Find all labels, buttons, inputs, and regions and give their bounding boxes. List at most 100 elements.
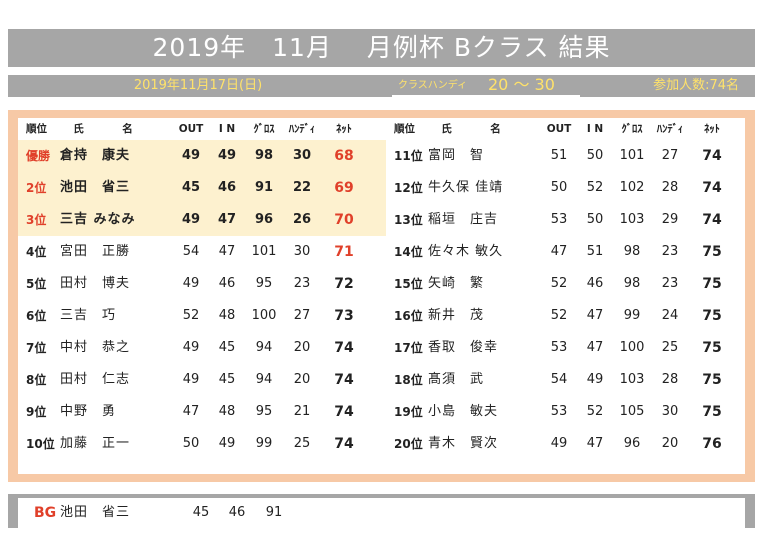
header-rank: 順位 xyxy=(26,123,47,135)
table-row: 14位 佐々木 敏久 47 51 98 23 75 xyxy=(386,236,746,268)
player-name: 青木 賢次 xyxy=(428,436,499,451)
in-score: 52 xyxy=(586,404,604,419)
out-score: 52 xyxy=(182,308,200,323)
net-score: 74 xyxy=(702,180,722,196)
player-name: 新井 茂 xyxy=(428,308,485,323)
gross-score: 99 xyxy=(255,436,273,451)
rank: 20位 xyxy=(394,437,423,451)
handicap: 26 xyxy=(292,212,312,227)
rank: 17位 xyxy=(394,341,423,355)
net-score: 73 xyxy=(334,308,354,324)
header-name: 氏 名 xyxy=(441,123,515,135)
handicap: 20 xyxy=(661,436,679,451)
handicap: 28 xyxy=(661,180,679,195)
player-name: 中村 恭之 xyxy=(60,340,131,355)
table-row: 5位 田村 博夫 49 46 95 23 72 xyxy=(18,268,378,300)
net-score: 72 xyxy=(334,276,354,292)
player-name: 田村 博夫 xyxy=(60,276,131,291)
gross-score: 103 xyxy=(619,212,645,227)
rank: 15位 xyxy=(394,277,423,291)
net-score: 75 xyxy=(702,276,722,292)
out-score: 47 xyxy=(550,244,568,259)
handicap: 25 xyxy=(661,340,679,355)
table-row: 19位 小島 敏夫 53 52 105 30 75 xyxy=(386,396,746,428)
header-out: OUT xyxy=(546,123,572,135)
header-gross: ｸﾞﾛｽ xyxy=(253,123,275,135)
in-score: 49 xyxy=(218,436,236,451)
net-score: 74 xyxy=(334,404,354,420)
net-score: 71 xyxy=(334,244,354,260)
header-handicap: ﾊﾝﾃﾞｨ xyxy=(656,123,684,135)
in-score: 49 xyxy=(217,148,237,163)
out-score: 50 xyxy=(182,436,200,451)
net-score: 74 xyxy=(702,212,722,228)
player-name: 倉持 康夫 xyxy=(60,148,131,163)
handicap: 22 xyxy=(292,180,312,195)
table-row: 3位 三吉 みなみ 49 47 96 26 70 xyxy=(18,204,378,236)
out-score: 49 xyxy=(182,340,200,355)
rank: 3位 xyxy=(26,213,47,227)
net-score: 75 xyxy=(702,244,722,260)
best-gross-label: BG xyxy=(34,505,57,521)
handicap: 23 xyxy=(661,244,679,259)
out-score: 49 xyxy=(181,148,201,163)
handicap: 23 xyxy=(293,276,311,291)
handicap: 25 xyxy=(293,436,311,451)
header-in: I N xyxy=(218,123,236,135)
rank: 5位 xyxy=(26,277,47,291)
gross-score: 101 xyxy=(251,244,277,259)
net-score: 75 xyxy=(702,340,722,356)
best-gross-bar: BG 池田 省三 45 46 91 xyxy=(8,494,755,528)
table-row: 8位 田村 仁志 49 45 94 20 74 xyxy=(18,364,378,396)
rank: 18位 xyxy=(394,373,423,387)
handicap: 28 xyxy=(661,372,679,387)
in-score: 47 xyxy=(586,340,604,355)
header-name: 氏 名 xyxy=(73,123,147,135)
header-net: ﾈｯﾄ xyxy=(336,123,352,135)
results-table: 順位 氏 名 OUT I N ｸﾞﾛｽ ﾊﾝﾃﾞｨ ﾈｯﾄ 優勝 倉持 康夫 49 4… xyxy=(18,118,745,474)
rank: 6位 xyxy=(26,309,47,323)
handicap: 30 xyxy=(292,148,312,163)
out-score: 53 xyxy=(550,404,568,419)
player-name: 加藤 正一 xyxy=(60,436,131,451)
player-name: 香取 俊幸 xyxy=(428,340,499,355)
table-row: 13位 稲垣 庄吉 53 50 103 29 74 xyxy=(386,204,746,236)
event-date: 2019年11月17日(日) xyxy=(133,78,263,93)
class-handicap: クラスハンディ 20 ～ 30 xyxy=(392,75,580,97)
handicap: 23 xyxy=(661,276,679,291)
gross-score: 98 xyxy=(623,244,641,259)
table-row: 9位 中野 勇 47 48 95 21 74 xyxy=(18,396,378,428)
handicap: 30 xyxy=(661,404,679,419)
rank: 8位 xyxy=(26,373,47,387)
rank: 12位 xyxy=(394,181,423,195)
player-name: 三吉 みなみ xyxy=(60,212,136,227)
class-handicap-label: クラスハンディ xyxy=(398,80,468,91)
info-bar: 2019年11月17日(日) クラスハンディ 20 ～ 30 参加人数:74名 xyxy=(8,75,755,97)
handicap: 21 xyxy=(293,404,311,419)
rank: 19位 xyxy=(394,405,423,419)
gross-score: 96 xyxy=(254,212,274,227)
in-score: 52 xyxy=(586,180,604,195)
in-score: 49 xyxy=(586,372,604,387)
table-header: 順位 氏 名 OUT I N ｸﾞﾛｽ ﾊﾝﾃﾞｨ ﾈｯﾄ xyxy=(18,118,378,140)
player-name: 稲垣 庄吉 xyxy=(428,212,499,227)
table-row: 15位 矢崎 繁 52 46 98 23 75 xyxy=(386,268,746,300)
in-score: 50 xyxy=(586,148,604,163)
handicap: 30 xyxy=(293,244,311,259)
player-name: 富岡 智 xyxy=(428,148,485,163)
gross-score: 95 xyxy=(255,404,273,419)
out-score: 54 xyxy=(550,372,568,387)
results-panel: 順位 氏 名 OUT I N ｸﾞﾛｽ ﾊﾝﾃﾞｨ ﾈｯﾄ 優勝 倉持 康夫 49 4… xyxy=(8,110,755,482)
handicap: 27 xyxy=(293,308,311,323)
gross-score: 100 xyxy=(251,308,277,323)
net-score: 75 xyxy=(702,372,722,388)
gross-score: 94 xyxy=(255,340,273,355)
handicap: 20 xyxy=(293,372,311,387)
gross-score: 103 xyxy=(619,372,645,387)
gross-score: 105 xyxy=(619,404,645,419)
handicap: 29 xyxy=(661,212,679,227)
out-score: 47 xyxy=(182,404,200,419)
table-row: 16位 新井 茂 52 47 99 24 75 xyxy=(386,300,746,332)
in-score: 51 xyxy=(586,244,604,259)
handicap: 27 xyxy=(661,148,679,163)
